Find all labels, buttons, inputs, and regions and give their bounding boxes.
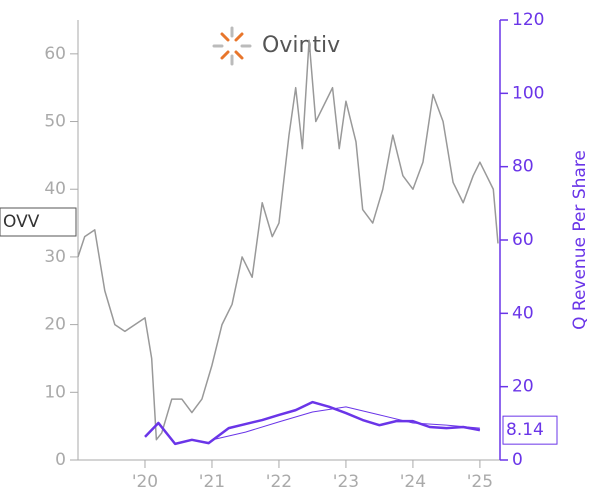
y2-tick-label: 40 [512,303,534,323]
y-tick-label: 10 [44,382,66,402]
last-value-box [502,415,558,445]
y2-tick-label: 60 [512,230,534,250]
x-tick-label: '21 [199,472,225,492]
y-tick-label: 30 [44,247,66,267]
x-tick-label: '23 [333,472,359,492]
x-tick-label: '25 [467,472,493,492]
line [77,39,499,441]
ticker-box [0,207,77,237]
y2-axis-title: Q Revenue Per Share [570,150,590,330]
logo-icon [212,26,252,66]
x-tick-label: '24 [400,472,426,492]
line [211,406,480,441]
y2-tick-label: 80 [512,157,534,177]
y2-tick-label: 0 [512,450,523,470]
x-tick-label: '20 [132,472,158,492]
y-tick-label: 60 [44,44,66,64]
y-tick-label: 50 [44,112,66,132]
line [144,400,481,446]
y-tick-label: 0 [55,450,66,470]
y-tick-label: 40 [44,179,66,199]
y2-tick-label: 100 [512,83,544,103]
x-tick-label: '22 [266,472,292,492]
y-tick-label: 20 [44,315,66,335]
y2-tick-label: 120 [512,10,544,30]
logo-text: Ovintiv [262,33,340,58]
last-value-label: 8.14 [506,420,544,440]
y2-tick-label: 20 [512,377,534,397]
ticker-label: OVV [3,212,40,232]
